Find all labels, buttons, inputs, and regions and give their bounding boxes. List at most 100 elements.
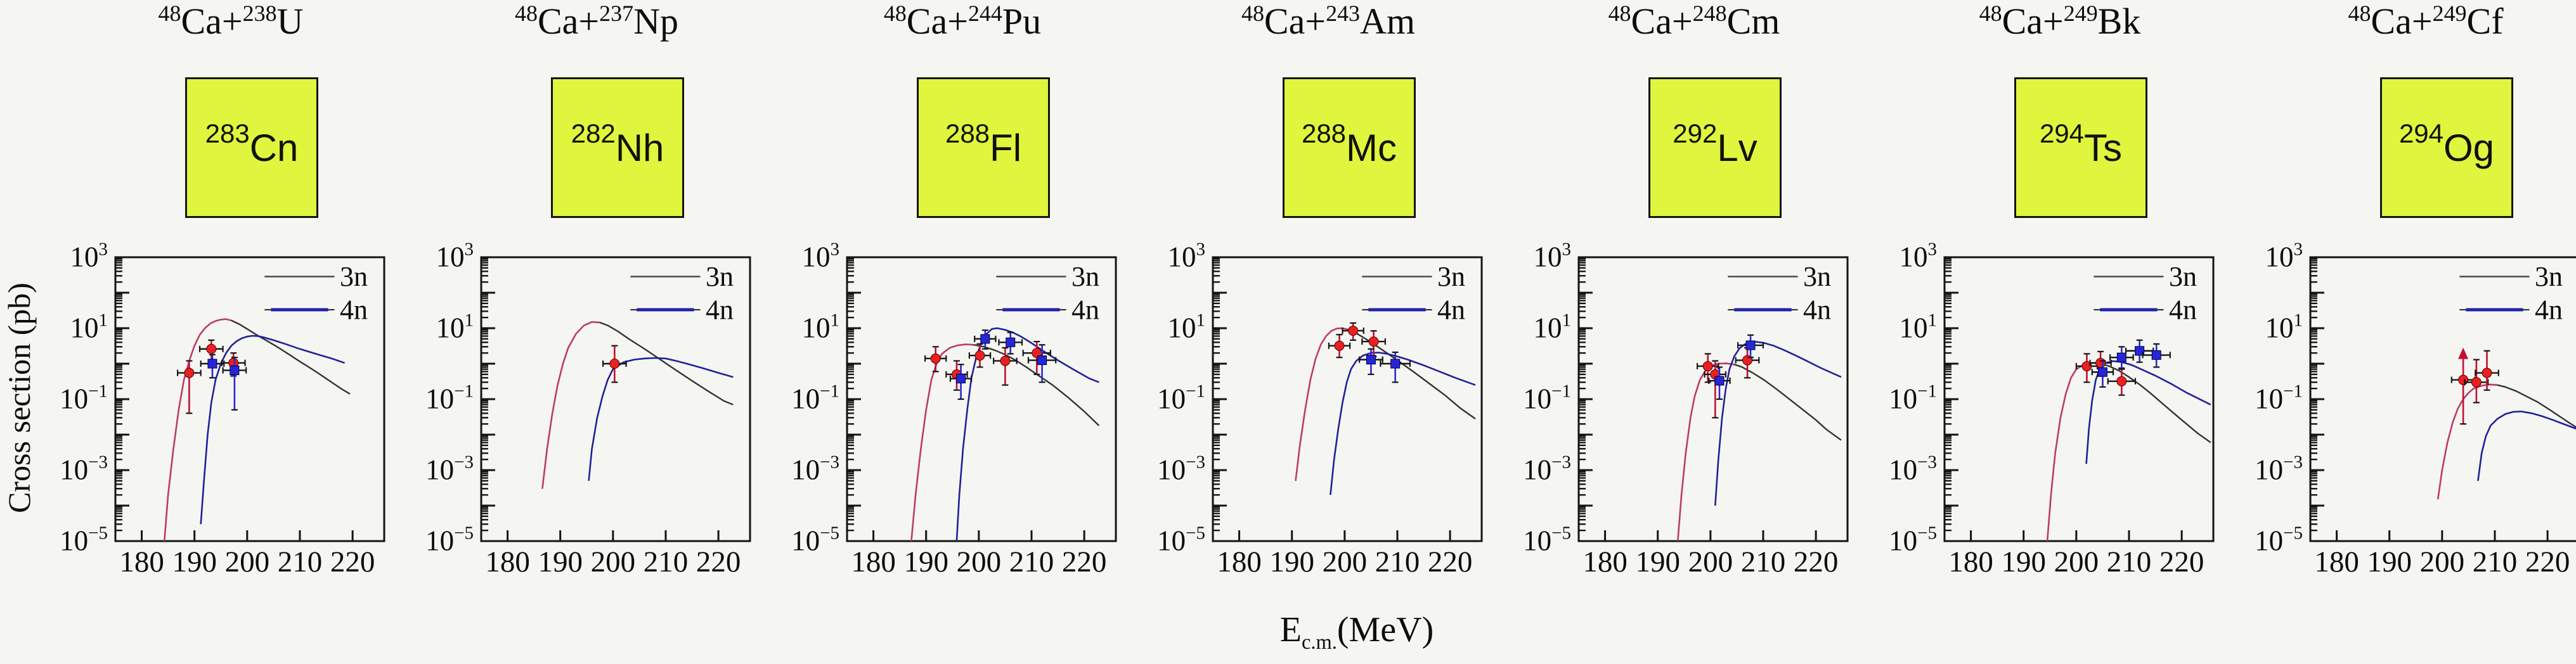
plot-frame bbox=[846, 256, 1117, 542]
x-tick-label-210: 210 bbox=[2472, 546, 2518, 578]
legend-3n-label: 3n bbox=[706, 261, 734, 292]
reaction-panel-mc: 48Ca+243Am 288 Mc 103 101 10−1 10−3 10−5 180 19… bbox=[1097, 0, 1516, 664]
x-axis-title: Ec.m.(MeV) bbox=[1280, 610, 1434, 654]
marker-4n-square bbox=[1745, 340, 1756, 350]
x-tick-label-210: 210 bbox=[1009, 546, 1054, 578]
marker-4n-square bbox=[2116, 352, 2126, 362]
y-tick-label-1e-3: 10−3 bbox=[791, 452, 839, 486]
x-tick-label-220: 220 bbox=[1061, 546, 1107, 578]
legend-4n-label: 4n bbox=[1437, 294, 1465, 325]
y-tick-label-1e1: 101 bbox=[436, 310, 474, 344]
compound-mass-superscript: 283 bbox=[205, 118, 250, 148]
x-tick-label-220: 220 bbox=[2159, 546, 2204, 578]
projectile-mass-superscript: 48 bbox=[1608, 1, 1631, 27]
projectile-mass-superscript: 48 bbox=[515, 1, 538, 27]
marker-4n-square bbox=[230, 365, 240, 375]
x-tick-label-200: 200 bbox=[1688, 546, 1733, 578]
x-tick-label-220: 220 bbox=[1427, 546, 1473, 578]
marker-3n-circle bbox=[930, 353, 941, 364]
compound-nucleus-box: 294 Ts bbox=[2014, 77, 2147, 218]
y-tick-label-1e-5: 10−5 bbox=[1157, 523, 1205, 557]
curve-3n-rising-edge bbox=[910, 343, 974, 542]
target-symbol: Pu bbox=[1002, 1, 1042, 42]
marker-3n-circle bbox=[1334, 340, 1345, 351]
compound-nucleus-box: 282 Nh bbox=[551, 77, 684, 218]
y-tick-label-1e-5: 10−5 bbox=[425, 523, 474, 557]
x-axis-title-subscript: c.m. bbox=[1301, 631, 1337, 654]
curve-4n bbox=[200, 335, 346, 525]
curve-3n bbox=[1295, 327, 1476, 482]
target-mass-superscript: 244 bbox=[968, 1, 1002, 27]
plot-frame bbox=[1577, 256, 1849, 542]
y-tick-label-1e-5: 10−5 bbox=[1523, 523, 1571, 557]
compound-nucleus-box: 283 Cn bbox=[185, 77, 318, 218]
y-tick-label-1e-1: 10−1 bbox=[2255, 381, 2303, 415]
projectile-symbol: Ca bbox=[181, 1, 222, 42]
compound-mass-superscript: 282 bbox=[571, 118, 616, 148]
curve-4n bbox=[2477, 411, 2576, 482]
y-tick-label-1e-3: 10−3 bbox=[1523, 452, 1571, 486]
legend-3n-label: 3n bbox=[1071, 261, 1099, 292]
plus-sign: + bbox=[1671, 1, 1693, 42]
marker-4n-square bbox=[2151, 350, 2161, 360]
legend-3n-label: 3n bbox=[2535, 261, 2563, 292]
compound-mass-superscript: 292 bbox=[1673, 118, 1718, 148]
marker-3n-circle bbox=[951, 369, 962, 380]
x-axis-title-unit: (MeV) bbox=[1337, 610, 1434, 649]
curve-3n-rising-edge bbox=[1677, 362, 1735, 542]
marker-3n-circle bbox=[2458, 374, 2469, 385]
x-tick-label-200: 200 bbox=[956, 546, 1002, 578]
y-tick-label-1e1: 101 bbox=[1533, 310, 1572, 344]
x-tick-label-200: 200 bbox=[2419, 546, 2465, 578]
plot-frame bbox=[1943, 256, 2215, 542]
projectile-symbol: Ca bbox=[906, 1, 948, 42]
target-mass-superscript: 248 bbox=[1692, 1, 1727, 27]
marker-3n-circle bbox=[1348, 325, 1359, 336]
marker-3n-circle bbox=[1032, 348, 1042, 359]
compound-symbol: Ts bbox=[2084, 126, 2123, 169]
legend-4n-label: 4n bbox=[2169, 294, 2197, 325]
marker-3n-circle bbox=[974, 350, 985, 361]
curve-4n bbox=[1714, 341, 1842, 506]
x-tick-label-220: 220 bbox=[330, 546, 375, 578]
marker-3n-circle bbox=[1368, 336, 1379, 347]
y-tick-label-1e3: 103 bbox=[2265, 239, 2303, 273]
reaction-panel-ts: 48Ca+249Bk 294 Ts 103 101 10−1 10−3 10−5 180 19… bbox=[1829, 0, 2248, 664]
x-tick-label-210: 210 bbox=[1375, 546, 1420, 578]
marker-3n-circle bbox=[2116, 376, 2127, 386]
x-tick-label-200: 200 bbox=[224, 546, 270, 578]
y-tick-label-1e3: 103 bbox=[1899, 239, 1938, 273]
target-symbol: Np bbox=[633, 1, 678, 42]
legend-4n-label: 4n bbox=[1071, 294, 1099, 325]
reaction-title: 48Ca+243Am bbox=[1241, 1, 1415, 42]
curve-4n bbox=[955, 327, 1099, 542]
marker-4n-square bbox=[2097, 367, 2107, 377]
reaction-title: 48Ca+249Cf bbox=[2348, 1, 2503, 42]
plus-sign: + bbox=[947, 1, 968, 42]
y-tick-label-1e3: 103 bbox=[70, 239, 108, 273]
compound-nucleus-box: 288 Fl bbox=[917, 77, 1050, 218]
y-tick-label-1e1: 101 bbox=[801, 310, 840, 344]
projectile-symbol: Ca bbox=[1264, 1, 1305, 42]
legend-3n-label: 3n bbox=[1437, 261, 1465, 292]
marker-3n-circle bbox=[1000, 355, 1011, 366]
target-symbol: Cf bbox=[2466, 1, 2504, 42]
x-tick-label-220: 220 bbox=[696, 546, 741, 578]
projectile-mass-superscript: 48 bbox=[2348, 1, 2371, 27]
y-tick-label-1e-5: 10−5 bbox=[60, 523, 108, 557]
reaction-panel-fl: 48Ca+244Pu 288 Fl 103 101 10−1 10−3 10−5 180 19… bbox=[732, 0, 1150, 664]
compound-nucleus-box: 294 Og bbox=[2380, 77, 2513, 218]
target-mass-superscript: 238 bbox=[242, 1, 277, 27]
marker-3n-circle bbox=[2081, 361, 2092, 371]
plus-sign: + bbox=[2411, 1, 2433, 42]
marker-3n-circle bbox=[228, 357, 239, 368]
x-tick-label-200: 200 bbox=[1322, 546, 1368, 578]
compound-symbol: Cn bbox=[249, 126, 299, 169]
x-tick-label-190: 190 bbox=[1269, 546, 1314, 578]
reaction-panel-nh: 48Ca+237Np 282 Nh 103 101 10−1 10−3 10−5 180 19… bbox=[366, 0, 784, 664]
y-tick-label-1e-3: 10−3 bbox=[1889, 452, 1937, 486]
reaction-panel-og: 48Ca+249Cf 294 Og 103 101 10−1 10−3 10−5 180 19… bbox=[2195, 0, 2576, 664]
plus-sign: + bbox=[578, 1, 600, 42]
marker-4n-square bbox=[1006, 337, 1016, 347]
target-mass-superscript: 249 bbox=[2063, 1, 2098, 27]
